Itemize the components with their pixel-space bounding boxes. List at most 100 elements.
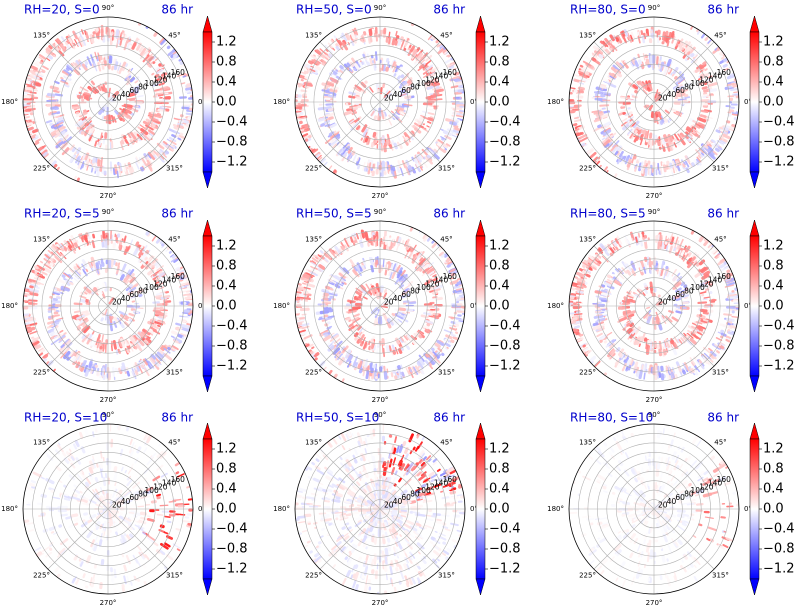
field-streak — [365, 283, 371, 292]
field-streak — [97, 140, 102, 147]
radial-tick-label: 80 — [684, 83, 694, 92]
field-streak — [367, 242, 370, 247]
field-streak — [29, 285, 34, 289]
field-streak — [373, 316, 379, 327]
field-streak — [140, 331, 148, 338]
field-streak — [332, 47, 336, 51]
field-streak — [101, 262, 105, 267]
field-streak — [166, 138, 171, 142]
field-streak — [676, 165, 681, 172]
field-streak — [99, 55, 103, 61]
field-streak — [83, 234, 88, 240]
field-streak — [419, 124, 424, 129]
field-streak — [73, 151, 77, 155]
field-streak — [147, 151, 156, 161]
field-streak — [700, 152, 705, 156]
field-streak — [364, 80, 368, 84]
field-streak — [126, 114, 132, 120]
field-streak — [578, 74, 588, 79]
field-streak — [441, 352, 445, 357]
field-streak — [325, 82, 335, 87]
field-streak — [133, 85, 141, 90]
field-streak — [393, 66, 397, 73]
field-streak — [410, 253, 414, 259]
field-streak — [164, 150, 169, 155]
field-streak — [44, 253, 51, 260]
field-streak — [648, 38, 653, 44]
field-streak — [113, 321, 118, 328]
field-streak — [115, 265, 120, 275]
field-streak — [425, 54, 433, 62]
field-streak — [313, 151, 320, 158]
field-streak — [610, 66, 618, 73]
field-streak — [402, 135, 407, 142]
field-streak — [75, 156, 80, 164]
radial-tick-label: 160 — [171, 272, 186, 281]
field-streak — [160, 346, 165, 352]
field-streak — [103, 116, 107, 120]
field-streak — [168, 250, 172, 254]
field-streak — [179, 132, 184, 136]
field-streak — [186, 285, 192, 289]
colorbar-tick-label: −0.8 — [489, 135, 521, 150]
field-streak — [82, 323, 87, 328]
field-streak — [100, 157, 103, 167]
field-streak — [187, 303, 193, 306]
field-streak — [691, 162, 696, 167]
field-streak — [351, 306, 361, 310]
field-streak — [34, 265, 39, 270]
field-streak — [69, 144, 75, 151]
colorbar-tick-label: 0.0 — [489, 299, 510, 314]
field-streak — [154, 282, 164, 287]
field-streak — [704, 68, 708, 72]
field-streak — [138, 340, 145, 347]
field-streak — [138, 45, 144, 53]
field-streak — [31, 281, 39, 285]
field-streak — [601, 114, 609, 119]
field-streak — [595, 60, 601, 64]
field-streak — [363, 31, 367, 36]
field-streak — [348, 91, 356, 96]
field-streak — [726, 74, 736, 80]
field-streak — [121, 118, 126, 122]
field-streak — [396, 164, 401, 173]
field-streak — [373, 58, 376, 64]
angle-tick-label: 0° — [198, 302, 206, 310]
field-streak — [621, 30, 626, 37]
field-streak — [24, 115, 30, 119]
field-streak — [46, 103, 55, 108]
field-streak — [183, 309, 191, 313]
field-streak — [63, 83, 70, 88]
angle-tick-label: 180° — [1, 98, 18, 106]
field-streak — [81, 116, 88, 121]
field-streak — [355, 34, 358, 39]
angle-tick-label: 315° — [438, 368, 455, 376]
field-streak — [57, 166, 60, 171]
field-streak — [47, 249, 54, 256]
colorbar-tick-label: −1.2 — [489, 359, 521, 374]
field-streak — [159, 157, 165, 163]
field-streak — [91, 240, 96, 249]
field-streak — [426, 85, 434, 90]
field-streak — [400, 74, 405, 79]
radial-tick-label: 160 — [717, 68, 732, 77]
field-streak — [73, 266, 78, 271]
field-streak — [666, 58, 672, 67]
field-streak — [158, 272, 165, 278]
colorbar-gradient — [202, 235, 213, 377]
field-streak — [640, 64, 645, 70]
field-streak — [701, 93, 710, 97]
field-streak — [593, 126, 602, 132]
field-streak — [445, 334, 453, 340]
field-streak — [332, 143, 338, 149]
field-streak — [58, 50, 65, 57]
radial-tick-label: 120 — [699, 75, 714, 84]
field-streak — [311, 260, 317, 264]
shaded-field — [295, 223, 465, 387]
radial-tick-label: 100 — [144, 79, 159, 88]
field-streak — [149, 116, 159, 122]
field-streak — [81, 334, 86, 340]
field-streak — [729, 97, 734, 101]
field-streak — [386, 138, 390, 146]
field-streak — [399, 108, 403, 111]
